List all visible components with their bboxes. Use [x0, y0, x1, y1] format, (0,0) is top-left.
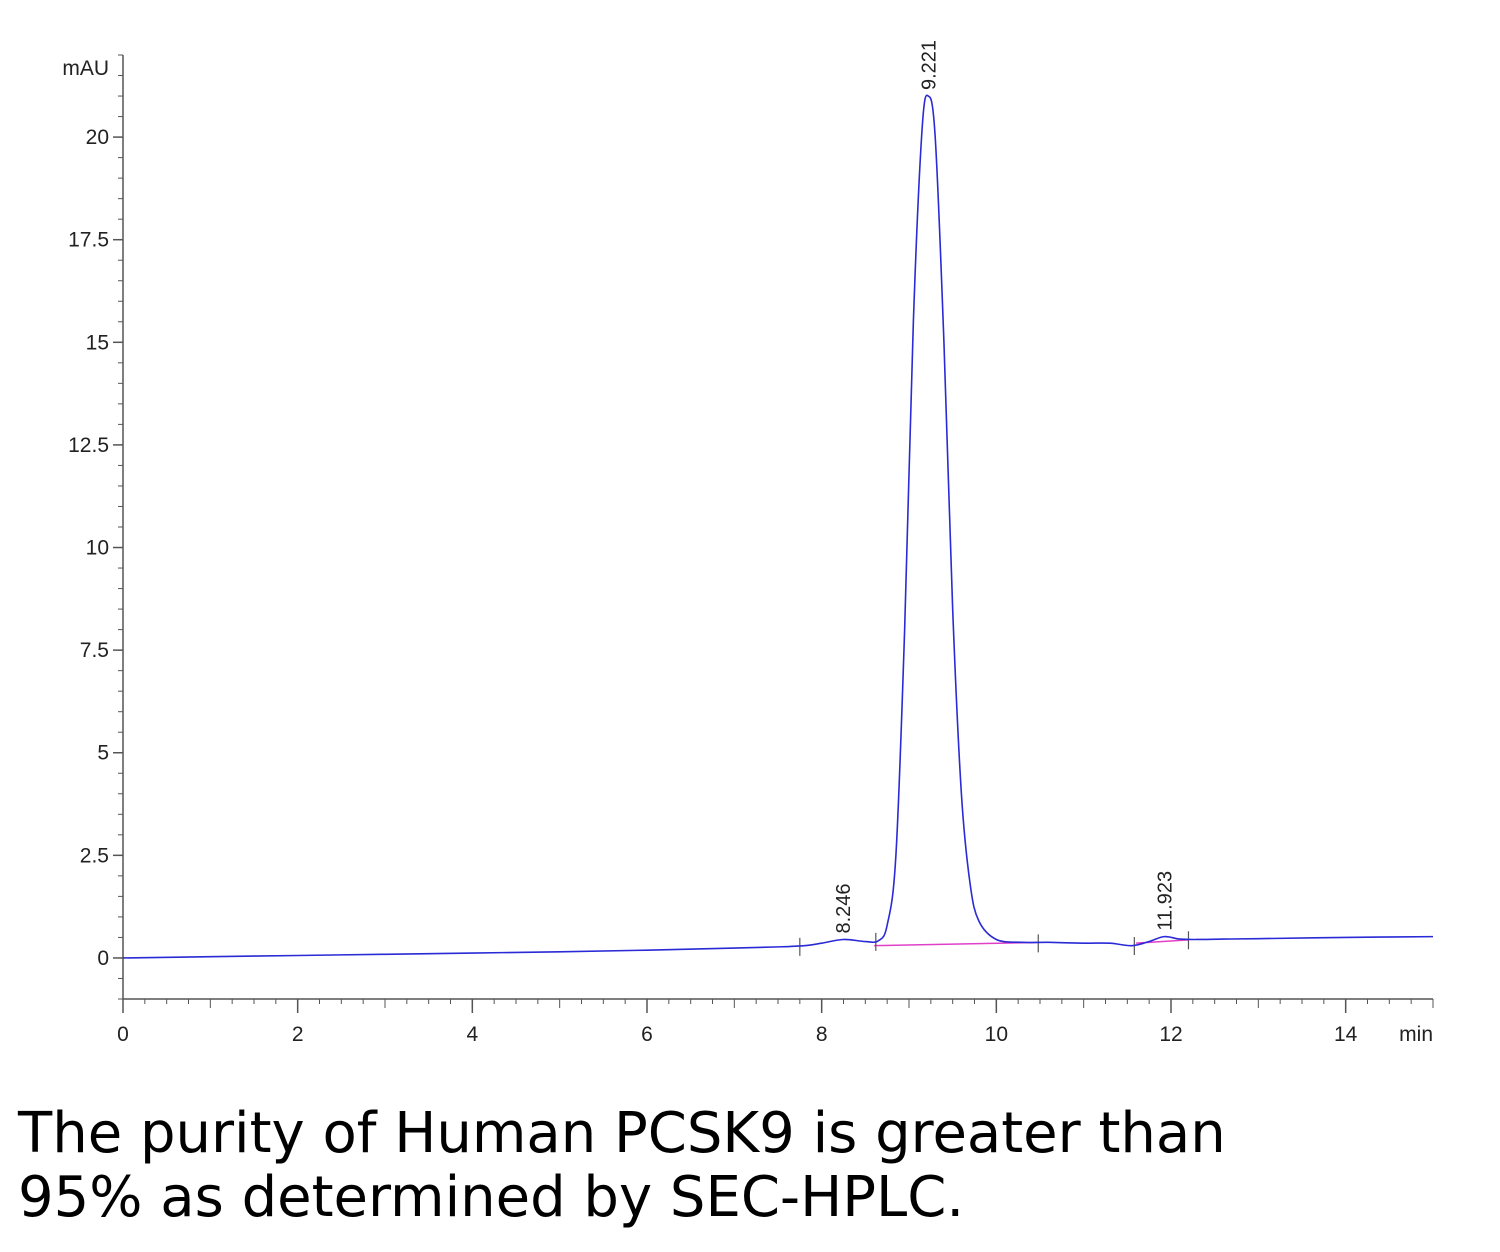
- x-tick-label: 4: [466, 1023, 478, 1046]
- integration-baselines: [799, 931, 1190, 956]
- x-tick-label: 2: [292, 1023, 304, 1046]
- series-group: [122, 94, 1434, 959]
- y-tick-label: 0: [97, 947, 109, 970]
- y-tick-label: 2.5: [80, 844, 109, 867]
- y-tick-label: 7.5: [80, 639, 109, 662]
- y-tick-label: 15: [86, 331, 109, 354]
- y-axis-label: mAU: [62, 57, 109, 80]
- x-tick-label: 10: [985, 1023, 1008, 1046]
- x-tick-label: 6: [641, 1023, 653, 1046]
- y-tick-label: 20: [86, 126, 109, 149]
- caption-line-1: The purity of Human PCSK9 is greater tha…: [18, 1101, 1226, 1166]
- axes: 0 2.5 5 7.5 10 12.5 15 17.5 20 mAU 0 2 4 6 8 10 12 14 min: [62, 54, 1434, 1046]
- peak-labels: 8.246 9.221 11.923: [833, 40, 1176, 934]
- peak-label: 11.923: [1154, 871, 1176, 931]
- peak-label: 9.221: [918, 40, 940, 90]
- y-tick-label: 12.5: [68, 434, 109, 457]
- x-tick-label: 12: [1159, 1023, 1182, 1046]
- x-axis-label: min: [1399, 1023, 1433, 1046]
- y-tick-label: 5: [97, 742, 109, 765]
- figure-caption: The purity of Human PCSK9 is greater tha…: [18, 1102, 1488, 1230]
- x-tick-label: 14: [1334, 1023, 1358, 1046]
- caption-line-2: 95% as determined by SEC-HPLC.: [18, 1165, 965, 1230]
- y-tick-label: 17.5: [68, 229, 109, 252]
- peak-label: 8.246: [833, 883, 855, 933]
- x-tick-label: 0: [117, 1023, 129, 1046]
- x-tick-label: 8: [816, 1023, 828, 1046]
- signal-trace: [122, 94, 1434, 959]
- y-tick-label: 10: [86, 537, 109, 560]
